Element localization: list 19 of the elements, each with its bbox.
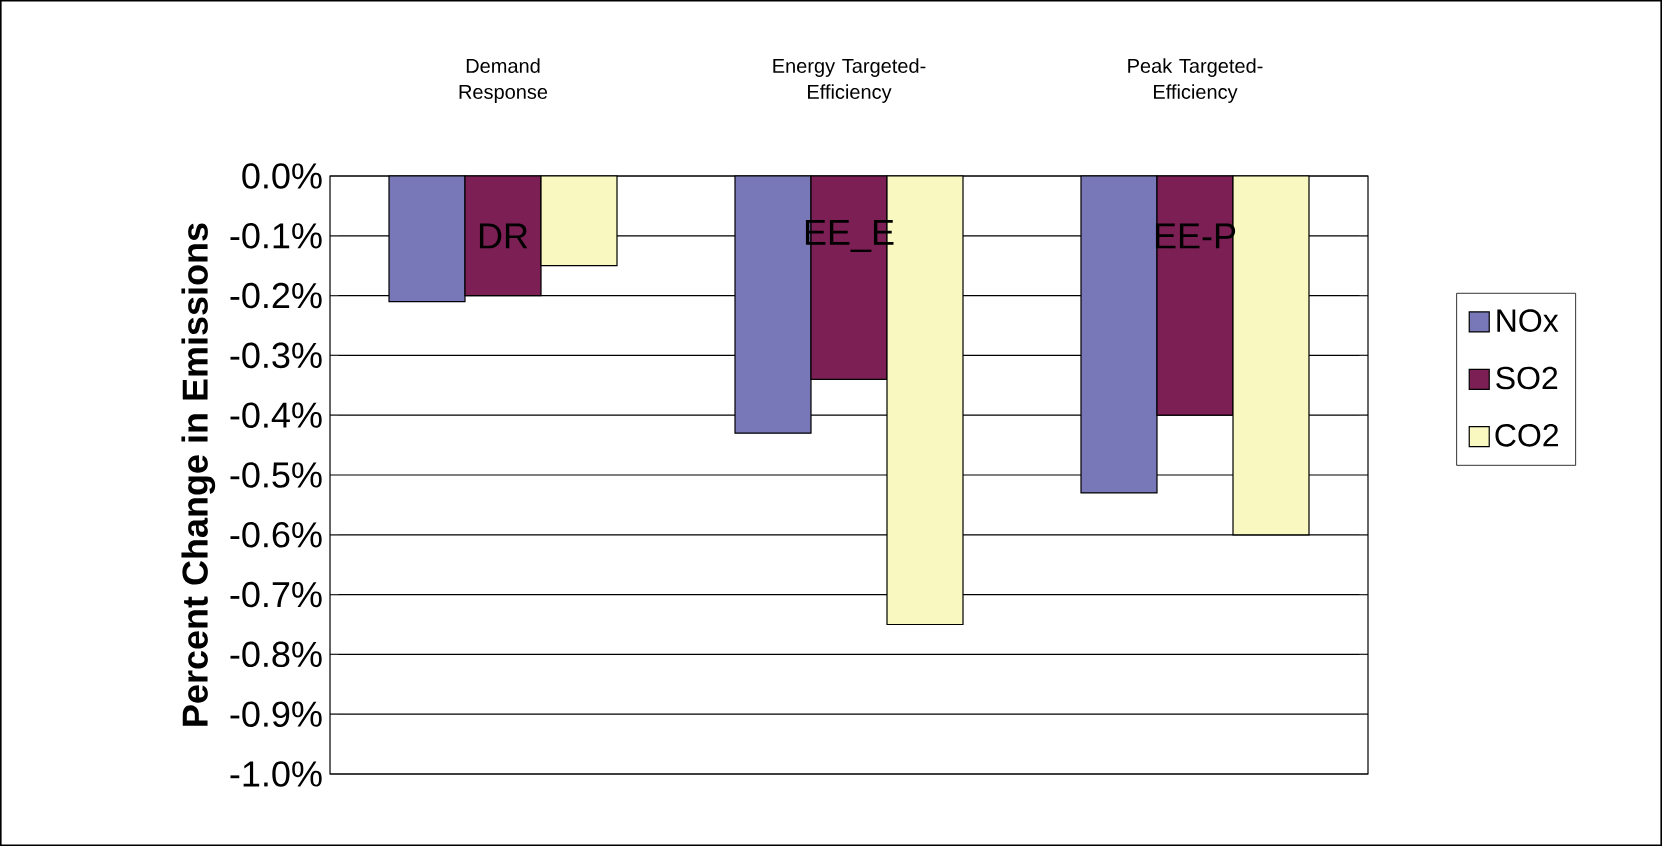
y-tick-label: -0.1%: [230, 223, 322, 249]
y-tick-label: -0.3%: [230, 342, 322, 369]
y-axis-title: Percent Change in Emissions: [181, 223, 216, 726]
y-tick-label: -0.5%: [230, 462, 322, 488]
legend-label: NOx: [1497, 309, 1559, 332]
y-tick-label: -0.6%: [230, 522, 322, 548]
x-tick-label: DR: [479, 223, 528, 249]
y-tick-label: -0.7%: [230, 581, 322, 608]
y-tick-label: 0.0%: [242, 163, 322, 189]
legend-label: CO2: [1495, 423, 1559, 447]
y-tick-label: -0.2%: [230, 282, 322, 309]
text: Energy Targeted-Efficiency: [773, 58, 926, 103]
text: Peak Targeted-Efficiency: [1128, 58, 1263, 103]
y-tick-label: -0.8%: [230, 641, 322, 668]
y-tick-label: -1.0%: [230, 761, 322, 787]
legend-label: SO2: [1496, 366, 1558, 390]
y-tick-label: -0.4%: [230, 402, 322, 428]
text: Demand Response: [459, 58, 548, 103]
y-tick-label: -0.9%: [230, 701, 322, 727]
